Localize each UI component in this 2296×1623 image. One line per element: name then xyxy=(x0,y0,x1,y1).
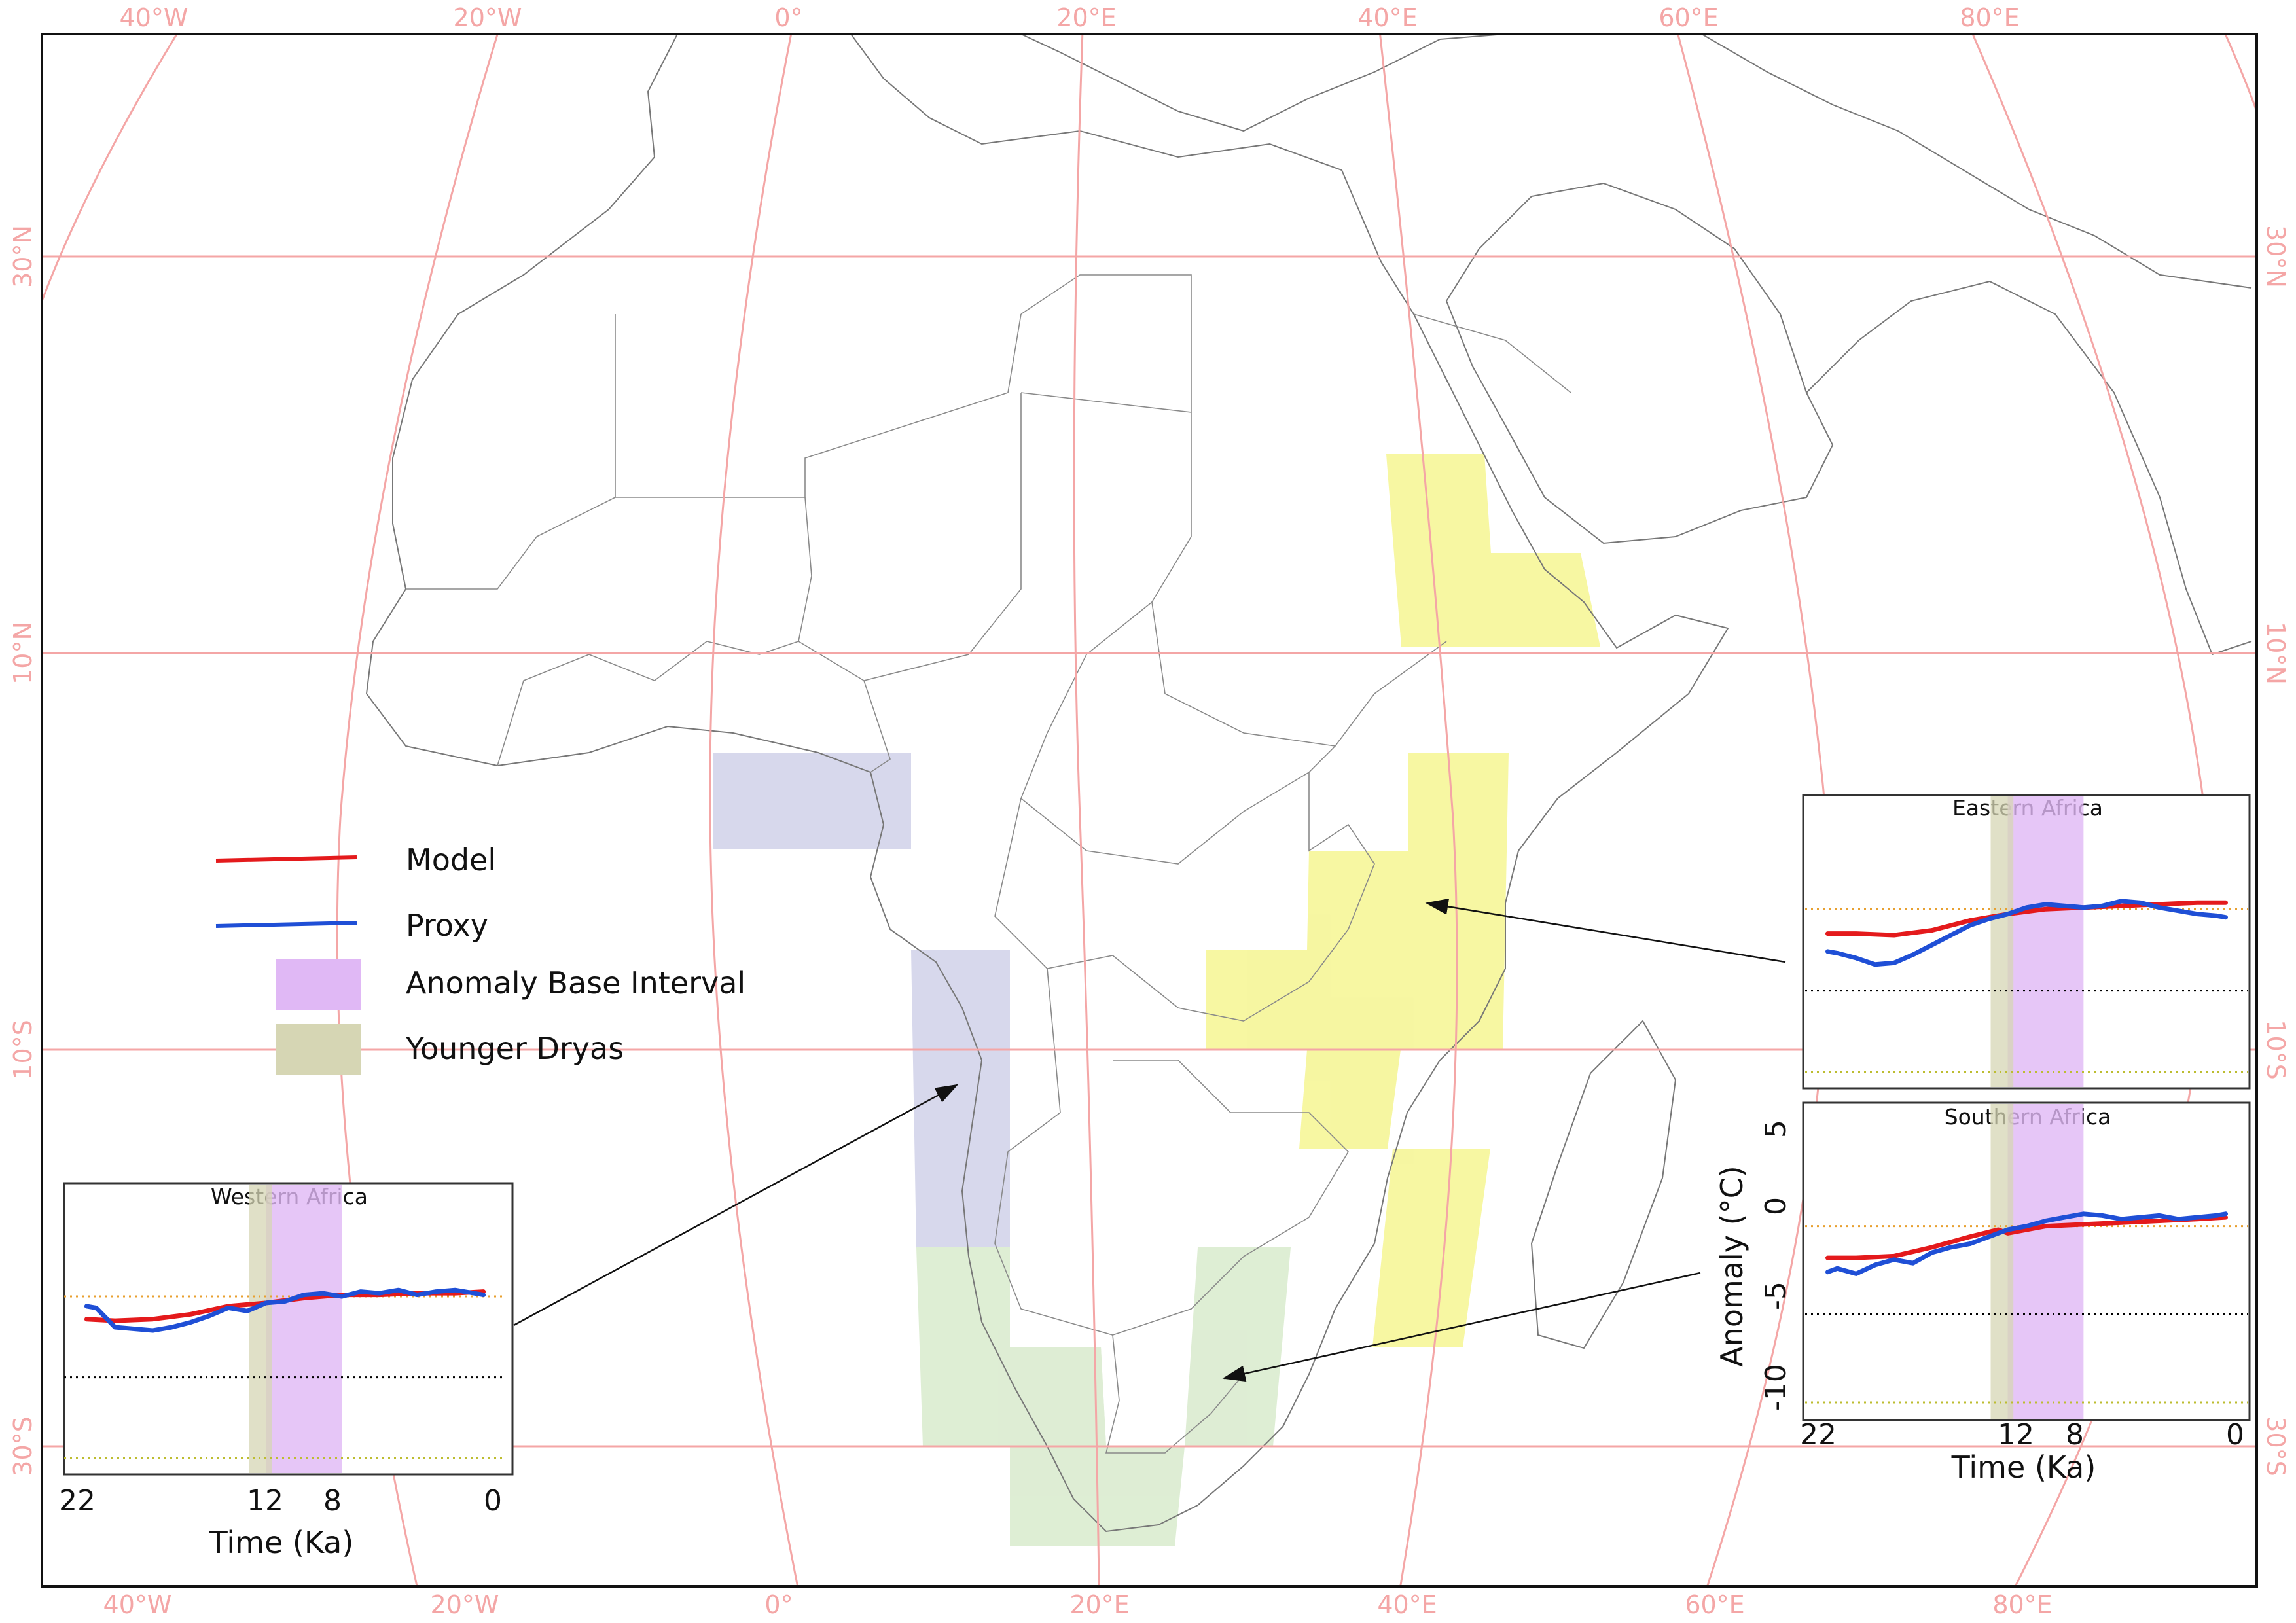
inset-series xyxy=(1825,899,2228,967)
lon-label: 20°E xyxy=(1056,3,1116,32)
legend-proxy-swatch xyxy=(215,921,357,928)
y-axis-title: Anomaly (°C) xyxy=(1714,1166,1749,1366)
southern-arrow xyxy=(1222,1272,1701,1382)
lon-label: 40°W xyxy=(103,1590,172,1619)
lon-label: 20°W xyxy=(431,1590,499,1619)
eastern-arrow xyxy=(1425,898,1786,963)
model-series-line xyxy=(1825,900,2228,938)
lat-label: 30°N xyxy=(9,225,37,288)
inset-series xyxy=(1825,1211,2228,1276)
southern-africa-inset: Southern Africa 5 0 -5 -10 Anomaly (°C) … xyxy=(1714,1101,2251,1485)
western-africa-inset: Western Africa 22 12 8 0 Time (Ka) xyxy=(59,1182,514,1560)
y-tick-label: -10 xyxy=(1759,1364,1793,1411)
y-tick-label: 0 xyxy=(1759,1197,1793,1215)
x-tick-label: 12 xyxy=(1998,1418,2034,1452)
y-tick-label: 5 xyxy=(1759,1120,1793,1138)
x-tick-label: 0 xyxy=(484,1484,502,1518)
lat-label: 30°S xyxy=(2261,1416,2290,1476)
legend-model-label: Model xyxy=(406,842,496,878)
lat-label: 30°N xyxy=(2261,225,2290,288)
longitude-labels-top: 40°W 20°W 0° 20°E 40°E 60°E 80°E xyxy=(120,3,2020,32)
legend-model-swatch xyxy=(215,855,357,863)
x-tick-label: 0 xyxy=(2226,1418,2244,1452)
inset-bands xyxy=(249,1185,342,1473)
x-axis-title: Time (Ka) xyxy=(1951,1450,2096,1485)
proxy-series-line xyxy=(84,1287,486,1333)
lat-label: 10°N xyxy=(9,622,37,685)
latitude-labels-left: 30°N 10°N 10°S 30°S xyxy=(9,225,37,1476)
base-interval-band xyxy=(266,1185,342,1473)
lat-label: 10°N xyxy=(2261,622,2290,685)
younger-dryas-band xyxy=(249,1185,272,1473)
lon-label: 20°E xyxy=(1069,1590,1129,1619)
legend: Model Proxy Anomaly Base Interval Younge… xyxy=(215,842,745,1075)
legend-younger-dryas-swatch xyxy=(276,1024,361,1075)
legend-younger-dryas-label: Younger Dryas xyxy=(405,1031,624,1066)
x-tick-label: 22 xyxy=(1800,1418,1837,1452)
lat-label: 10°S xyxy=(2261,1020,2290,1079)
lon-label: 60°E xyxy=(1659,3,1718,32)
leader-arrows xyxy=(513,898,1786,1382)
legend-base-interval-swatch xyxy=(276,959,361,1010)
younger-dryas-band xyxy=(1990,796,2014,1087)
inset-bands xyxy=(1990,1104,2084,1419)
legend-base-interval-label: Anomaly Base Interval xyxy=(406,965,745,1001)
younger-dryas-band xyxy=(1990,1104,2014,1419)
x-tick-label: 12 xyxy=(247,1484,283,1518)
base-interval-band xyxy=(2007,796,2084,1087)
y-tick-labels: 5 0 -5 -10 xyxy=(1759,1120,1793,1411)
lon-label: 40°W xyxy=(120,3,188,32)
lon-label: 0° xyxy=(764,1590,793,1619)
lat-label: 10°S xyxy=(9,1020,37,1079)
country-borders xyxy=(406,274,1571,1454)
x-tick-labels: 22 12 8 0 xyxy=(59,1484,502,1518)
y-tick-label: -5 xyxy=(1759,1281,1793,1310)
eastern-africa-region xyxy=(1206,454,1600,1347)
proxy-series-line xyxy=(1825,1211,2228,1276)
lon-label: 40°E xyxy=(1377,1590,1437,1619)
western-arrow xyxy=(513,1084,959,1327)
western-africa-region xyxy=(713,753,1010,1247)
lon-label: 20°W xyxy=(454,3,522,32)
map-frame xyxy=(41,33,2258,1588)
latitude-labels-right: 30°N 10°N 10°S 30°S xyxy=(2261,225,2290,1476)
model-series-line xyxy=(1825,1215,2228,1260)
legend-proxy-label: Proxy xyxy=(406,908,488,943)
x-tick-label: 8 xyxy=(2066,1418,2084,1452)
lon-label: 60°E xyxy=(1685,1590,1744,1619)
lon-label: 80°E xyxy=(1992,1590,2052,1619)
x-tick-labels: 22 12 8 0 xyxy=(1800,1418,2244,1452)
proxy-series-line xyxy=(1825,899,2228,967)
inset-bands xyxy=(1990,796,2084,1087)
longitude-labels-bottom: 40°W 20°W 0° 20°E 40°E 60°E 80°E xyxy=(103,1590,2053,1619)
x-tick-label: 8 xyxy=(323,1484,342,1518)
x-tick-label: 22 xyxy=(59,1484,96,1518)
base-interval-band xyxy=(2007,1104,2084,1419)
lon-label: 80°E xyxy=(1960,3,2019,32)
eastern-africa-inset: Eastern Africa xyxy=(1802,794,2251,1090)
inset-series xyxy=(84,1287,486,1333)
x-axis-title: Time (Ka) xyxy=(209,1525,354,1560)
lon-label: 40°E xyxy=(1357,3,1417,32)
lat-label: 30°S xyxy=(9,1416,37,1476)
southern-africa-region xyxy=(916,1247,1291,1546)
lon-label: 0° xyxy=(774,3,802,32)
